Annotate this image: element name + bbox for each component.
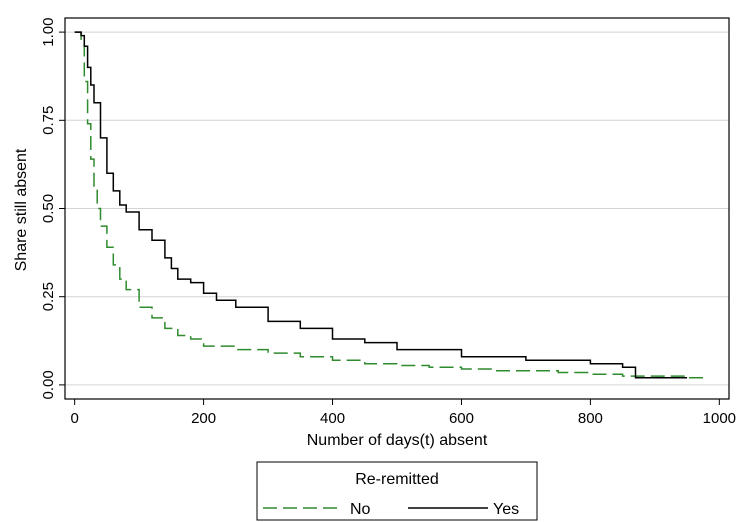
x-tick-label: 200: [191, 410, 216, 427]
y-tick-label: 0.50: [40, 194, 57, 223]
legend-box: [256, 461, 538, 521]
legend-label-no: No: [350, 501, 371, 518]
y-tick-label: 1.00: [40, 18, 57, 47]
x-axis: 0 200 400 600 800 1000: [70, 399, 736, 427]
legend-title: Re-remitted: [355, 471, 439, 488]
x-tick-label: 800: [578, 410, 603, 427]
x-tick-label: 600: [449, 410, 474, 427]
legend: Re-remitted No Yes: [256, 461, 538, 521]
y-tick-label: 0.00: [40, 370, 57, 399]
x-tick-label: 0: [70, 410, 78, 427]
series-line-yes: [74, 31, 688, 379]
x-tick-label: 1000: [703, 410, 736, 427]
y-axis: 0.00 0.25 0.50 0.75 1.00: [40, 18, 65, 399]
series-lines: [74, 31, 707, 379]
series-line-no: [74, 31, 707, 379]
x-axis-label: Number of days(t) absent: [307, 432, 488, 449]
y-tick-label: 0.75: [40, 106, 57, 135]
legend-label-yes: Yes: [493, 501, 519, 518]
x-tick-label: 400: [320, 410, 345, 427]
y-tick-label: 0.25: [40, 282, 57, 311]
gridlines: [65, 31, 729, 386]
y-axis-label: Share still absent: [13, 148, 30, 271]
